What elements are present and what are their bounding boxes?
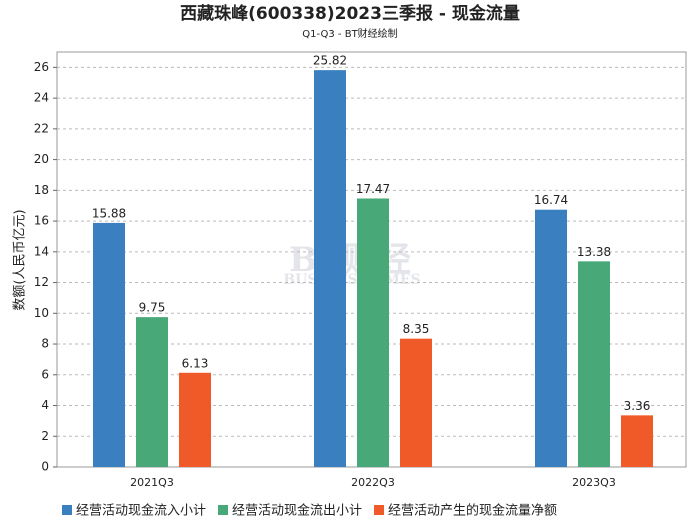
value-label: 6.13 — [182, 356, 209, 370]
y-axis-label: 数额(人民币亿元) — [13, 209, 28, 310]
y-tick-label: 16 — [34, 214, 49, 228]
y-tick-label: 14 — [34, 244, 49, 258]
value-label: 13.38 — [577, 245, 611, 259]
bar — [136, 317, 168, 467]
y-tick-label: 12 — [34, 275, 49, 289]
legend-swatch — [62, 505, 72, 515]
y-tick-label: 10 — [34, 306, 49, 320]
x-tick-label: 2022Q3 — [351, 476, 395, 489]
y-tick-label: 26 — [34, 60, 49, 74]
chart-title: 西藏珠峰(600338)2023三季报 - 现金流量 — [180, 3, 520, 24]
value-label: 3.36 — [624, 399, 651, 413]
value-label: 25.82 — [313, 54, 347, 68]
watermark: BT财经 — [289, 240, 411, 280]
bar — [314, 70, 346, 468]
bar — [621, 415, 653, 467]
y-tick-label: 20 — [34, 152, 49, 166]
legend-label: 经营活动现金流入小计 — [76, 503, 206, 519]
watermark: BUSINESSTIMES — [283, 272, 420, 288]
bar — [400, 338, 432, 467]
y-tick-label: 24 — [34, 91, 49, 105]
legend-label: 经营活动现金流出小计 — [232, 503, 362, 519]
chart-subtitle: Q1-Q3 - BT财经绘制 — [302, 27, 397, 40]
y-tick-label: 4 — [41, 398, 49, 412]
x-tick-label: 2023Q3 — [572, 476, 616, 489]
value-label: 17.47 — [356, 182, 390, 196]
bar — [179, 372, 211, 467]
y-tick-label: 18 — [34, 183, 49, 197]
bar — [357, 198, 389, 468]
legend-swatch — [374, 505, 385, 515]
value-label: 8.35 — [403, 322, 430, 336]
y-tick-label: 22 — [34, 121, 49, 135]
y-tick-label: 2 — [41, 429, 49, 443]
value-label: 15.88 — [92, 206, 126, 220]
legend-swatch — [218, 505, 229, 515]
bar — [93, 222, 125, 467]
legend-label: 经营活动产生的现金流量净额 — [388, 503, 557, 519]
value-label: 9.75 — [139, 301, 166, 315]
bar — [535, 209, 567, 467]
x-tick-label: 2021Q3 — [130, 476, 174, 489]
y-tick-label: 8 — [41, 337, 49, 351]
bar — [578, 261, 610, 467]
y-tick-label: 0 — [41, 460, 49, 474]
value-label: 16.74 — [534, 193, 568, 207]
y-tick-label: 6 — [41, 367, 49, 381]
